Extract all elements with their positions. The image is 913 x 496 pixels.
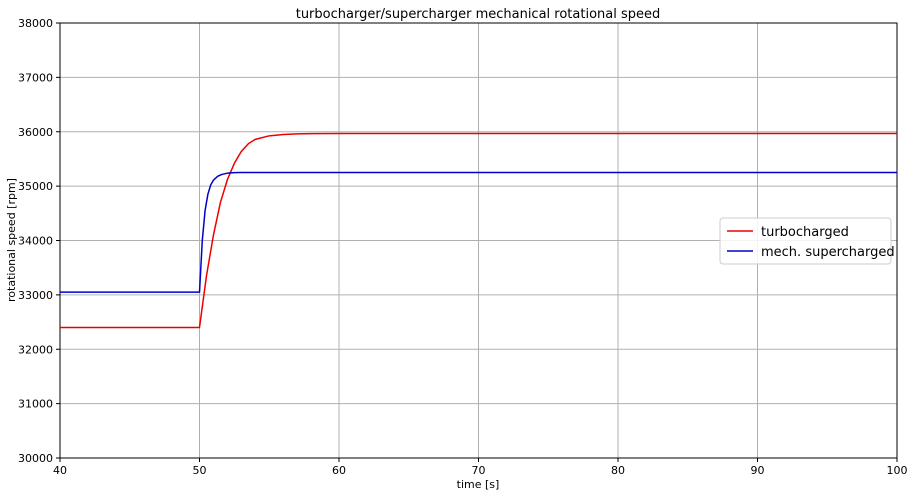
chart-title: turbocharger/supercharger mechanical rot…: [296, 7, 661, 22]
y-tick-label: 38000: [18, 17, 53, 30]
x-axis-label: time [s]: [457, 478, 500, 491]
legend-box: [719, 217, 892, 265]
series-line-0: [60, 132, 897, 329]
y-tick-label: 35000: [18, 180, 53, 193]
y-tick-label: 30000: [18, 452, 53, 465]
x-tick-label: 70: [472, 464, 486, 477]
series-lines: [60, 132, 897, 329]
y-tick-label: 31000: [18, 398, 53, 411]
x-tick-label: 90: [751, 464, 765, 477]
legend-label-1: mech. supercharged: [761, 245, 895, 260]
y-tick-label: 33000: [18, 289, 53, 302]
y-tick-label: 32000: [18, 343, 53, 356]
x-tick-label: 60: [332, 464, 346, 477]
legend-label-0: turbocharged: [761, 225, 849, 240]
y-tick-label: 34000: [18, 235, 53, 248]
y-axis-label: rotational speed [rpm]: [5, 178, 18, 302]
y-tick-label: 36000: [18, 126, 53, 139]
x-tick-label: 50: [193, 464, 207, 477]
x-tick-label: 40: [53, 464, 67, 477]
legend: turbocharged mech. supercharged: [719, 217, 895, 265]
x-tick-label: 100: [887, 464, 908, 477]
y-axis: 30000 31000 32000 33000 34000 35000 36000 37000…: [18, 17, 60, 465]
series-line-1: [60, 171, 897, 293]
y-tick-label: 37000: [18, 71, 53, 84]
x-axis: 40 50 60 70 80 90 100: [53, 458, 908, 477]
x-tick-label: 80: [611, 464, 625, 477]
